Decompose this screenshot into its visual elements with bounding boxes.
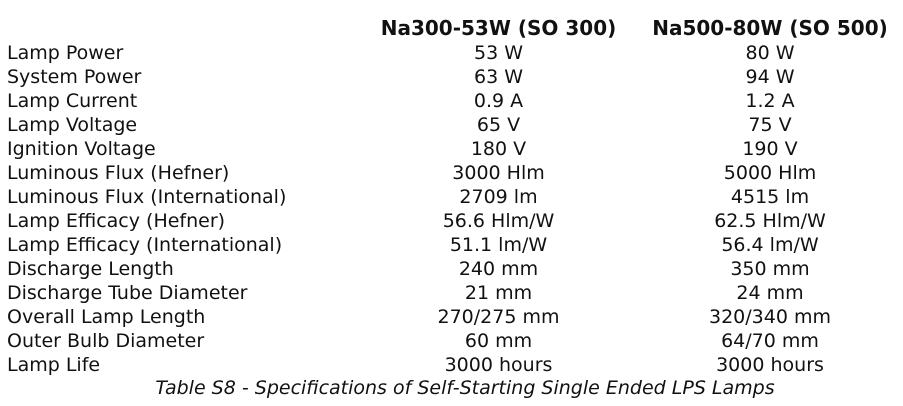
value-na300: 51.1 lm/W [449,234,548,256]
value-na500: 4515 lm [730,186,810,208]
value-na300: 270/275 mm [437,306,560,328]
value-na500: 24 mm [736,282,804,304]
row-label: Lamp Voltage [7,114,138,136]
value-na500: 75 V [748,114,792,136]
value-na500: 1.2 A [745,90,795,112]
table-row: Outer Bulb Diameter 60 mm 64/70 mm [7,329,890,353]
value-na300: 53 W [473,42,523,64]
row-label: Lamp Efficacy (Hefner) [7,210,226,232]
value-na500: 350 mm [730,258,810,280]
value-na300: 60 mm [464,330,533,352]
table-row: Lamp Efficacy (Hefner) 56.6 Hlm/W 62.5 Hlm… [7,209,890,233]
value-na300: 63 W [473,66,523,88]
value-na300: 3000 hours [444,354,553,376]
row-label: Lamp Life [7,354,101,376]
value-na300: 180 V [470,138,527,160]
spec-table: Na300-53W (SO 300) Na500-80W (SO 500) La… [7,15,890,377]
value-na500: 320/340 mm [709,306,831,328]
table-row: Discharge Tube Diameter 21 mm 24 mm [7,281,890,305]
header-row: Na300-53W (SO 300) Na500-80W (SO 500) [7,15,890,41]
table-row: Luminous Flux (International) 2709 lm 4515… [7,185,890,209]
table-row: Overall Lamp Length 270/275 mm 320/340 mm [7,305,890,329]
value-na300: 56.6 Hlm/W [442,210,555,232]
row-label: Luminous Flux (International) [7,186,287,208]
row-label: Discharge Tube Diameter [7,282,248,304]
table-row: Lamp Efficacy (International) 51.1 lm/W 56… [7,233,890,257]
value-na300: 21 mm [464,282,533,304]
table-row: Lamp Voltage 65 V 75 V [7,113,890,137]
row-label: Lamp Current [7,90,138,112]
value-na300: 3000 Hlm [452,162,545,184]
table-row: Lamp Current 0.9 A 1.2 A [7,89,890,113]
value-na300: 240 mm [458,258,539,280]
header-na500: Na500-80W (SO 500) [652,16,888,40]
table-caption: Table S8 - Specifications of Self-Starti… [155,377,775,399]
table-row: Lamp Life 3000 hours 3000 hours [7,353,890,377]
table-row: System Power 63 W 94 W [7,65,890,89]
value-na500: 190 V [742,138,798,160]
row-label: Ignition Voltage [7,138,156,160]
value-na500: 80 W [745,42,795,64]
row-label: System Power [7,66,142,88]
row-label: Luminous Flux (Hefner) [7,162,230,184]
row-label: Lamp Efficacy (International) [7,234,283,256]
header-na300: Na300-53W (SO 300) [380,16,617,40]
value-na500: 5000 Hlm [723,162,817,184]
value-na500: 62.5 Hlm/W [714,210,826,232]
value-na500: 94 W [745,66,795,88]
table-row: Discharge Length 240 mm 350 mm [7,257,890,281]
spec-body: Lamp Power 53 W 80 W System Power 63 W 94 W La… [7,41,890,377]
value-na300: 65 V [476,114,521,136]
value-na300: 0.9 A [473,90,524,112]
header-spec [7,15,347,41]
value-na500: 3000 hours [716,354,824,376]
row-label: Outer Bulb Diameter [7,330,205,352]
value-na500: 56.4 lm/W [721,234,819,256]
value-na300: 2709 lm [459,186,538,208]
value-na500: 64/70 mm [721,330,819,352]
row-label: Discharge Length [7,258,174,280]
row-label: Lamp Power [7,42,124,64]
table-row: Lamp Power 53 W 80 W [7,41,890,65]
table-row: Luminous Flux (Hefner) 3000 Hlm 5000 Hlm [7,161,890,185]
table-row: Ignition Voltage 180 V 190 V [7,137,890,161]
row-label: Overall Lamp Length [7,306,206,328]
